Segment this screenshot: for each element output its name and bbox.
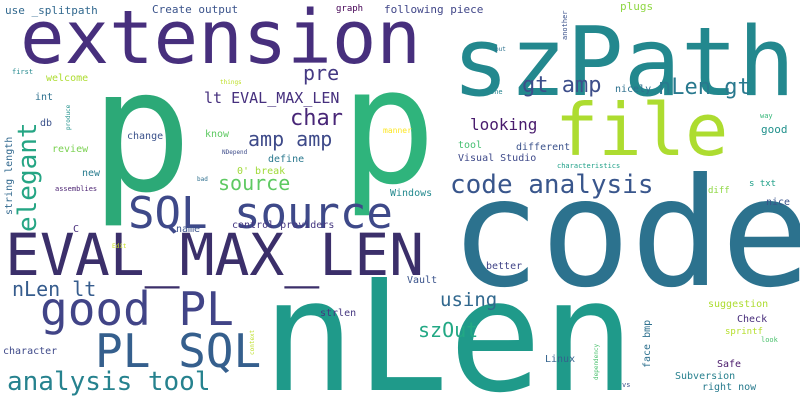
cloud-word: nice — [766, 197, 790, 208]
cloud-word: szPath — [452, 8, 795, 118]
cloud-word: following piece — [384, 3, 483, 16]
cloud-word: tool — [458, 140, 482, 151]
cloud-word: good — [761, 123, 788, 136]
cloud-word: Vault — [407, 275, 437, 286]
cloud-word: source — [218, 171, 290, 195]
cloud-word: NDepend — [222, 149, 248, 156]
cloud-word: put — [495, 46, 506, 53]
cloud-word: pre — [303, 61, 339, 85]
cloud-word: db — [40, 118, 52, 129]
cloud-word: using — [440, 289, 497, 311]
cloud-word: dependency — [593, 343, 600, 380]
cloud-word: string length — [4, 137, 15, 215]
cloud-word: Create output — [152, 3, 238, 16]
cloud-word: Visual Studio — [458, 153, 536, 164]
cloud-word: analysis tool — [7, 367, 211, 397]
cloud-word: characteristics — [557, 162, 620, 170]
cloud-word: review — [52, 144, 89, 155]
cloud-word: EVAL_MAX_LEN — [5, 221, 424, 289]
cloud-word: different — [516, 142, 570, 153]
cloud-word: character — [3, 346, 57, 357]
cloud-word: s txt — [749, 179, 776, 189]
cloud-word: file — [555, 88, 728, 172]
cloud-word: way — [760, 112, 773, 120]
cloud-word: face bmp — [642, 320, 653, 368]
cloud-word: PL SQL — [95, 324, 261, 378]
cloud-word: good PL — [40, 282, 234, 336]
cloud-word: nLen gt — [658, 75, 751, 100]
cloud-word: szOut — [418, 318, 478, 342]
cloud-word: amp amp — [248, 127, 332, 151]
cloud-word: diff — [708, 186, 730, 196]
cloud-word: vs — [622, 381, 630, 389]
cloud-word: lt EVAL_MAX_LEN — [204, 89, 339, 107]
cloud-word: Windows — [390, 188, 432, 199]
cloud-word: char — [290, 106, 343, 131]
cloud-word: context — [249, 329, 256, 355]
cloud-word: graph — [336, 4, 363, 14]
cloud-word: nicely — [615, 84, 651, 95]
cloud-word: looking — [470, 115, 537, 134]
cloud-word: control providers — [232, 220, 334, 231]
cloud-word: use _splitpath — [5, 4, 98, 17]
cloud-word: produce — [65, 104, 72, 130]
cloud-word: p — [340, 33, 436, 220]
cloud-word: things — [220, 79, 242, 86]
cloud-word: Safe — [717, 359, 741, 370]
cloud-word: name — [176, 224, 200, 235]
cloud-word: int — [35, 92, 53, 103]
cloud-word: know — [205, 129, 230, 140]
cloud-word: right now — [702, 382, 757, 393]
cloud-word: Edit — [112, 243, 127, 250]
cloud-word: nLen — [262, 246, 635, 400]
cloud-word: suggestion — [708, 299, 768, 310]
cloud-word: look — [761, 336, 779, 344]
cloud-word: extension — [20, 0, 421, 81]
cloud-word: elegant — [13, 122, 43, 232]
cloud-word: SQL source — [128, 188, 393, 239]
cloud-word: bad — [197, 176, 208, 183]
cloud-word: C — [73, 224, 79, 235]
cloud-word: code analysis — [450, 170, 654, 200]
cloud-word: plugs — [620, 0, 653, 13]
cloud-word: manner — [383, 126, 412, 135]
cloud-word: change — [127, 131, 163, 142]
cloud-word: sprintf — [725, 327, 763, 337]
cloud-word: strlen — [320, 308, 356, 319]
cloud-word: assemblies — [55, 185, 97, 193]
cloud-word: p — [90, 33, 192, 231]
cloud-word: another — [561, 10, 569, 40]
cloud-word: Subversion — [675, 371, 735, 382]
cloud-word: 0' break — [237, 166, 285, 177]
cloud-word: Check — [737, 314, 767, 325]
cloud-word: define — [268, 154, 304, 165]
cloud-word: first — [12, 68, 33, 76]
cloud-word: code — [450, 147, 800, 321]
cloud-word: Linux — [545, 354, 575, 365]
cloud-word: one — [490, 88, 503, 96]
cloud-word: new — [82, 168, 101, 179]
cloud-word: welcome — [46, 73, 88, 84]
cloud-word: gt amp — [522, 73, 601, 98]
cloud-word: nLen lt — [12, 277, 96, 301]
cloud-word: better — [486, 261, 522, 272]
